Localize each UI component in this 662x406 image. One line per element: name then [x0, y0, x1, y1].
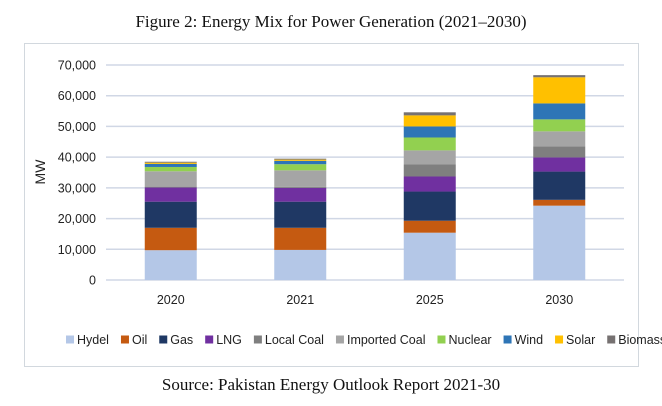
y-tick-label: 0	[89, 274, 96, 288]
bar-segment-oil	[144, 227, 197, 251]
x-axis-ticks: 2020 2021 2025 2030	[157, 293, 573, 307]
bar-segment-biomass	[533, 75, 586, 78]
legend-label: Nuclear	[448, 333, 491, 347]
bar-segment-solar	[144, 162, 197, 164]
bar-segment-nuclear	[403, 137, 456, 151]
legend-label: Solar	[566, 333, 595, 347]
legend-label: LNG	[216, 333, 242, 347]
legend-swatch	[555, 335, 564, 344]
legend-item-local-coal: Local Coal	[253, 333, 324, 347]
legend-swatch	[66, 335, 74, 344]
bar-segment-local-coal	[533, 146, 586, 158]
bar-segment-oil	[403, 220, 456, 233]
legend-item-imported-coal: Imported Coal	[335, 333, 426, 347]
bar-segment-nuclear	[144, 166, 197, 172]
source-caption: Source: Pakistan Energy Outlook Report 2…	[161, 375, 501, 394]
bar-segment-lng	[144, 187, 197, 202]
legend-item-nuclear: Nuclear	[437, 333, 492, 347]
bar-segment-lng	[274, 187, 327, 202]
legend-swatch	[503, 335, 512, 344]
legend-swatch	[607, 335, 616, 344]
x-tick-label: 2030	[545, 293, 573, 307]
legend-item-solar: Solar	[555, 333, 595, 347]
y-tick-label: 40,000	[58, 151, 96, 165]
bar-segment-local-coal	[274, 186, 327, 188]
x-tick-label: 2021	[286, 293, 314, 307]
bar-segment-oil	[533, 199, 586, 206]
legend-label: Wind	[515, 333, 544, 347]
bar-segment-gas	[533, 171, 586, 200]
bar-segment-imported-coal	[274, 170, 327, 187]
legend-swatch	[335, 335, 344, 344]
y-tick-label: 10,000	[58, 243, 96, 257]
legend-item-oil: Oil	[120, 333, 147, 347]
figure-title: Figure 2: Energy Mix for Power Generatio…	[135, 12, 527, 31]
y-axis-title: MW	[32, 159, 48, 185]
legend-swatch	[253, 335, 262, 344]
y-tick-label: 50,000	[58, 120, 96, 134]
legend-label: Hydel	[77, 333, 109, 347]
bar-segment-solar	[274, 159, 327, 161]
bar-segment-imported-coal	[533, 131, 586, 147]
legend-item-lng: LNG	[205, 333, 242, 347]
legend-swatch	[205, 335, 214, 344]
legend-item-biomass: Biomass	[607, 333, 662, 347]
bar-segment-solar	[403, 115, 456, 127]
bar-stack-2021	[274, 158, 327, 280]
bar-segment-nuclear	[274, 164, 327, 171]
bar-segment-biomass	[403, 112, 456, 116]
bar-segment-wind	[144, 163, 197, 167]
legend: Hydel Oil Gas LNG Local Coal Imported Coal Nuc…	[66, 333, 662, 347]
bar-segment-lng	[403, 176, 456, 192]
bar-stack-2020	[144, 161, 197, 280]
bar-segment-imported-coal	[144, 171, 197, 187]
legend-label: Gas	[170, 333, 193, 347]
y-tick-label: 70,000	[58, 59, 96, 73]
bar-segment-local-coal	[403, 164, 456, 177]
bar-segment-lng	[533, 157, 586, 172]
bars	[144, 75, 586, 280]
bar-segment-gas	[403, 191, 456, 221]
legend-swatch	[437, 335, 446, 344]
y-axis-ticks: 0 10,000 20,000 30,000 40,000 50,000 60,000 70,…	[58, 59, 96, 288]
legend-label: Local Coal	[265, 333, 324, 347]
legend-label: Imported Coal	[347, 333, 426, 347]
legend-item-wind: Wind	[503, 333, 544, 347]
bar-segment-biomass	[274, 158, 327, 160]
bar-stack-2030	[533, 75, 586, 280]
bar-segment-oil	[274, 227, 327, 250]
y-tick-label: 20,000	[58, 212, 96, 226]
legend-swatch	[159, 335, 168, 344]
bar-segment-wind	[274, 160, 327, 165]
bar-segment-local-coal	[144, 186, 197, 188]
x-tick-label: 2025	[416, 293, 444, 307]
y-tick-label: 60,000	[58, 89, 96, 103]
bar-segment-hydel	[533, 205, 586, 280]
legend-item-hydel: Hydel	[66, 333, 109, 347]
bar-segment-hydel	[403, 232, 456, 280]
legend-label: Oil	[132, 333, 147, 347]
bar-segment-biomass	[144, 161, 197, 163]
bar-segment-wind	[403, 126, 456, 138]
bar-stack-2025	[403, 112, 456, 280]
bar-segment-gas	[274, 201, 327, 228]
bar-segment-imported-coal	[403, 150, 456, 165]
bar-segment-hydel	[144, 250, 197, 280]
legend-item-gas: Gas	[159, 333, 193, 347]
bar-segment-solar	[533, 77, 586, 104]
legend-label: Biomass	[618, 333, 662, 347]
bar-segment-gas	[144, 201, 197, 228]
bar-segment-wind	[533, 103, 586, 120]
legend-swatch	[120, 335, 129, 344]
y-tick-label: 30,000	[58, 181, 96, 195]
bar-segment-nuclear	[533, 119, 586, 132]
bar-segment-hydel	[274, 249, 327, 280]
x-tick-label: 2020	[157, 293, 185, 307]
